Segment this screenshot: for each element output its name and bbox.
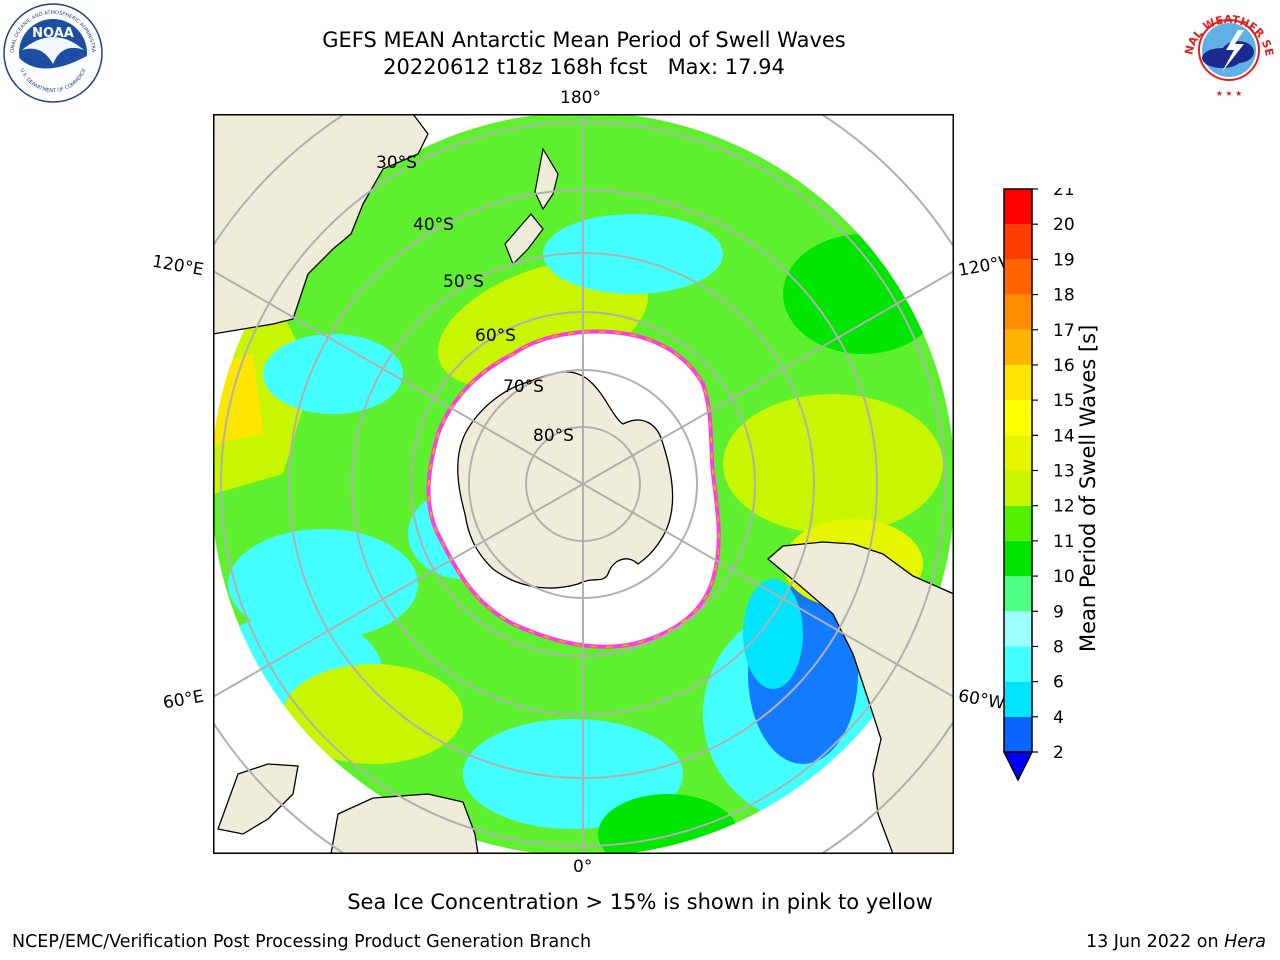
colorbar-tick-label: 17 (1053, 321, 1075, 341)
colorbar-band (1004, 540, 1032, 577)
footer-date-text: 13 Jun 2022 on (1085, 932, 1225, 952)
colorbar-tick-label: 14 (1053, 426, 1075, 446)
colorbar-tick-label: 2 (1053, 743, 1064, 763)
parallel-label-70s: 70°S (503, 377, 544, 397)
footer-date: 13 Jun 2022 on Hera (1086, 932, 1266, 952)
colorbar-band (1004, 259, 1032, 295)
colorbar-band (1004, 716, 1032, 752)
colorbar-band (1004, 224, 1032, 260)
footer-branch: NCEP/EMC/Verification Post Processing Pr… (12, 932, 592, 952)
chart-title: GEFS MEAN Antarctic Mean Period of Swell… (322, 28, 846, 52)
colorbar-band (1004, 329, 1032, 365)
parallel-label-40s: 40°S (413, 215, 454, 235)
parallel-label-80s: 80°S (533, 426, 574, 446)
colorbar-tick-label: 19 (1053, 250, 1075, 270)
colorbar-tick-label: 15 (1053, 391, 1075, 411)
meridian-label-120e: 120°E (150, 251, 206, 281)
meridian-label-0: 0° (573, 857, 593, 877)
noaa-logo-text: NOAA (32, 26, 74, 41)
colorbar-band (1004, 646, 1032, 682)
colorbar-tick-label: 20 (1053, 215, 1075, 235)
graticule (213, 114, 954, 854)
chart-subtitle: 20220612 t18z 168h fcst Max: 17.94 (383, 55, 785, 79)
colorbar-band (1004, 435, 1032, 471)
colorbar-extend-arrow (1003, 751, 1034, 782)
antarctica-land (457, 371, 674, 589)
colorbar-band (1004, 681, 1032, 717)
nws-logo-icon: NATIONAL WEATHER SERVICE ★ ★ ★ (1178, 0, 1277, 98)
colorbar-band (1004, 294, 1032, 330)
colorbar-band (1004, 189, 1032, 225)
colorbar-tick-label: 18 (1053, 286, 1075, 306)
colorbar-tick-label: 11 (1053, 532, 1075, 552)
colorbar-tick-label: 21 (1053, 188, 1075, 200)
colorbar-tick-label: 6 (1053, 673, 1064, 693)
colorbar-band (1004, 470, 1032, 506)
colorbar-tick-label: 9 (1053, 602, 1064, 622)
noaa-logo-icon: NOAA NATIONAL OCEANIC AND ATMOSPHERIC AD… (2, 2, 103, 103)
colorbar: 2 4 6 8 9 10 11 12 13 14 15 16 17 18 19 20 21 (1003, 188, 1075, 782)
meridian-label-180: 180° (560, 88, 601, 108)
colorbar-band (1004, 611, 1032, 647)
madagascar-land (217, 763, 299, 835)
meridian-label-60w: 60°W (956, 686, 1007, 714)
colorbar-tick-label: 12 (1053, 497, 1075, 517)
colorbar-tick-label: 4 (1053, 708, 1064, 728)
colorbar-band (1004, 505, 1032, 541)
colorbar-band (1004, 576, 1032, 612)
footer-system: Hera (1224, 932, 1266, 952)
sea-ice-caption: Sea Ice Concentration > 15% is shown in … (347, 890, 933, 914)
parallel-label-30s: 30°S (376, 153, 417, 173)
parallel-label-50s: 50°S (443, 272, 484, 292)
colorbar-band (1004, 400, 1032, 436)
colorbar-band (1004, 364, 1032, 401)
colorbar-tick-label: 10 (1053, 567, 1075, 587)
new-zealand-land (504, 147, 559, 266)
polar-map: 30°S 40°S 50°S 60°S 70°S 80°S (213, 114, 954, 854)
colorbar-tick-label: 16 (1053, 356, 1075, 376)
colorbar-label: Mean Period of Swell Waves [s] (1076, 324, 1100, 652)
svg-text:★ ★ ★: ★ ★ ★ (1216, 89, 1243, 98)
colorbar-tick-label: 13 (1053, 462, 1075, 482)
meridian-label-60e: 60°E (161, 686, 206, 714)
parallel-label-60s: 60°S (475, 326, 516, 346)
colorbar-tick-label: 8 (1053, 637, 1064, 657)
